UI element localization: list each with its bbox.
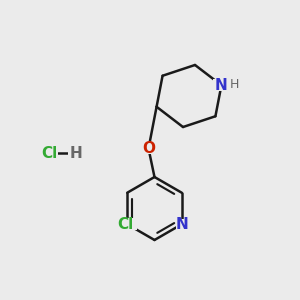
Text: Cl: Cl	[118, 217, 134, 232]
FancyBboxPatch shape	[118, 218, 137, 230]
Text: O: O	[142, 141, 155, 156]
Text: N: N	[215, 78, 228, 93]
FancyBboxPatch shape	[142, 143, 155, 154]
FancyBboxPatch shape	[68, 147, 79, 159]
Text: N: N	[176, 217, 188, 232]
FancyBboxPatch shape	[41, 147, 58, 159]
FancyBboxPatch shape	[176, 218, 188, 230]
FancyBboxPatch shape	[213, 79, 230, 91]
Text: H: H	[230, 78, 240, 91]
Text: H: H	[70, 146, 82, 160]
Text: Cl: Cl	[41, 146, 58, 160]
